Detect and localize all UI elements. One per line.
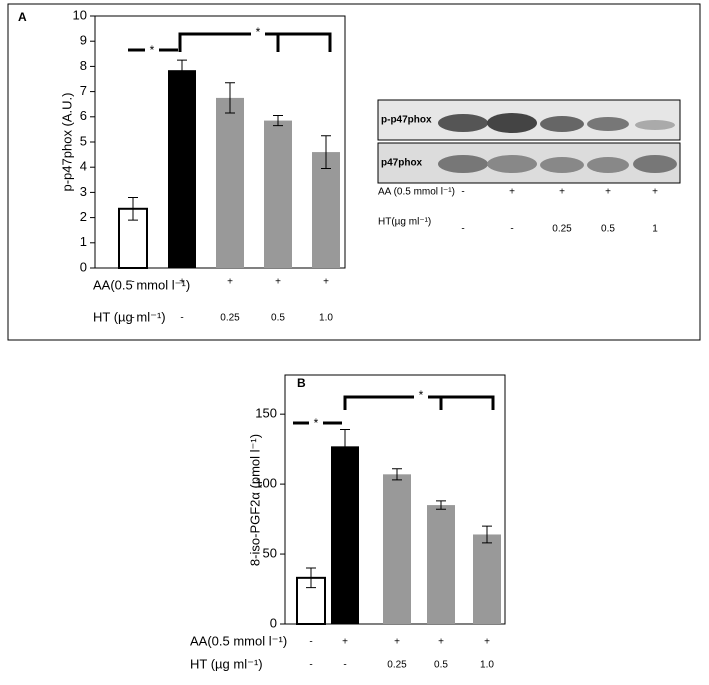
blot-cell: +: [509, 187, 515, 198]
blot-lane-label: p47phox: [381, 158, 423, 169]
error-bar: [436, 500, 446, 510]
y-tick-label: 50: [263, 545, 277, 560]
y-tick-label: 6: [80, 108, 87, 123]
row-cell: +: [227, 277, 233, 288]
row-cell: -: [180, 313, 183, 324]
row-label: HT (µg ml⁻¹): [190, 656, 263, 671]
row-label: AA(0.5 mmol l⁻¹): [190, 633, 287, 648]
significance-star: *: [256, 25, 261, 39]
row-cell: +: [179, 277, 185, 288]
row-cell: +: [438, 637, 444, 648]
blot-cell: 0.5: [601, 224, 615, 235]
row-cell: +: [484, 637, 490, 648]
blot-cell: -: [461, 187, 464, 198]
y-tick-label: 9: [80, 33, 87, 48]
bar: [331, 446, 359, 624]
error-bar: [306, 567, 316, 589]
significance-star: *: [419, 388, 424, 402]
bar: [383, 474, 411, 624]
row-cell: +: [394, 637, 400, 648]
y-tick-label: 1: [80, 234, 87, 249]
y-tick-label: 150: [255, 406, 277, 421]
star-bg: [309, 415, 323, 427]
y-tick-label: 10: [73, 7, 87, 22]
blot-cell: -: [510, 224, 513, 235]
bar: [264, 120, 292, 268]
y-tick-label: 100: [255, 476, 277, 491]
y-tick-label: 5: [80, 133, 87, 148]
blot-cell: -: [461, 224, 464, 235]
row-cell: +: [275, 277, 281, 288]
panel-label: A: [18, 10, 27, 24]
bar: [168, 70, 196, 269]
error-bar: [177, 59, 187, 81]
error-bar: [482, 525, 492, 544]
blot-lane-label: p-p47phox: [381, 115, 432, 126]
error-bar: [392, 468, 402, 481]
star-bg: [414, 387, 428, 399]
panel-label: B: [297, 376, 306, 390]
star-bg: [145, 42, 159, 54]
error-bar: [321, 135, 331, 169]
star-bg: [251, 24, 265, 36]
blot-row-label: HT(µg ml⁻¹): [378, 217, 431, 228]
bar: [427, 505, 455, 624]
y-axis-label: p-p47phox (A.U.): [59, 93, 74, 192]
blot-image: [377, 99, 681, 184]
bar: [473, 534, 501, 624]
blot-cell: +: [652, 187, 658, 198]
y-tick-label: 2: [80, 209, 87, 224]
row-label: HT (µg ml⁻¹): [93, 309, 166, 324]
y-tick-label: 0: [80, 259, 87, 274]
y-tick-label: 7: [80, 83, 87, 98]
y-axis-label: 8-iso-PGF2α (pmol l⁻¹): [247, 434, 262, 566]
blot-cell: +: [605, 187, 611, 198]
row-cell: -: [309, 660, 312, 671]
significance-star: *: [314, 416, 319, 430]
row-cell: +: [323, 277, 329, 288]
bar: [312, 152, 340, 268]
y-tick-label: 3: [80, 184, 87, 199]
row-cell: -: [309, 637, 312, 648]
y-tick-label: 4: [80, 159, 87, 174]
y-tick-label: 0: [270, 615, 277, 630]
row-cell: -: [131, 313, 134, 324]
row-cell: 0.25: [220, 313, 240, 324]
row-cell: 0.25: [387, 660, 407, 671]
blot-cell: +: [559, 187, 565, 198]
blot-cell: 0.25: [552, 224, 572, 235]
error-bar: [128, 196, 138, 221]
row-cell: 1.0: [319, 313, 333, 324]
row-cell: 1.0: [480, 660, 494, 671]
bar: [216, 97, 244, 269]
blot-row-label: AA (0.5 mmol l⁻¹): [378, 187, 455, 198]
significance-star: *: [150, 43, 155, 57]
error-bar: [225, 82, 235, 114]
blot-cell: 1: [652, 224, 658, 235]
row-cell: -: [343, 660, 346, 671]
y-tick-label: 8: [80, 58, 87, 73]
row-label: AA(0.5 mmol l⁻¹): [93, 277, 190, 292]
row-cell: 0.5: [434, 660, 448, 671]
row-cell: -: [131, 277, 134, 288]
error-bar: [273, 115, 283, 127]
row-cell: 0.5: [271, 313, 285, 324]
error-bar: [340, 429, 350, 464]
row-cell: +: [342, 637, 348, 648]
panel-a-frame: [7, 3, 701, 341]
